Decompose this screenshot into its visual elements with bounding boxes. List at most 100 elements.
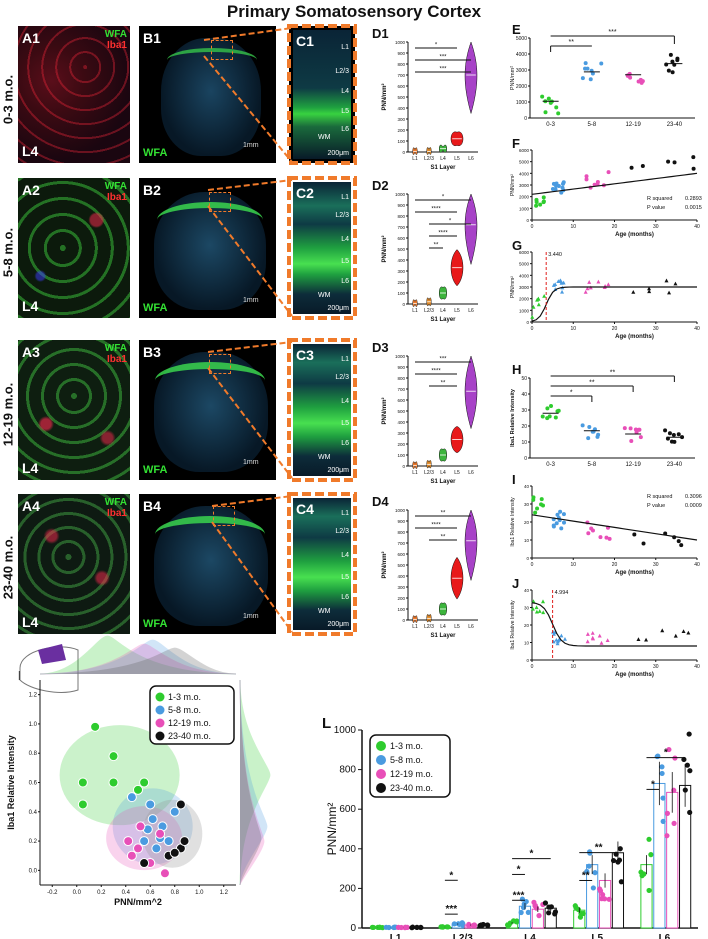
sig-star: *** [439,357,447,363]
i-point [679,543,683,547]
e-point [584,61,588,65]
zoom-frame [289,26,355,163]
d-y-tick-label: 1000 [395,192,406,197]
l-legend-label: 1-3 m.o. [390,741,423,751]
f-r2-value: 0.2893 [685,196,702,202]
h-point [549,404,553,408]
e-point [585,67,589,71]
d-y-label: PNN/mm² [381,235,388,262]
sig-star: ** [434,243,439,249]
zoom-connector-line [204,56,292,162]
j-y-tick-label: 10 [524,641,530,646]
g-x-tick-label: 20 [612,326,618,332]
d-y-tick-label: 400 [397,574,405,579]
i-x-label: Age (months) [615,570,654,576]
l-sig-star: * [517,864,521,875]
f-y-tick-label: 1000 [519,206,530,211]
zoom-connector-line [212,522,292,632]
l-point [536,913,541,918]
l-point [611,858,616,863]
i-x-tick-label: 10 [570,562,576,568]
d-x-tick-label: L5 [454,308,460,314]
f-point [673,160,677,164]
h-point [672,433,676,437]
f-y-tick-label: 3000 [519,183,530,188]
k-y-tick-label: 0.0 [29,868,38,874]
l-x-tick-label: L2/3 [453,933,473,939]
f-point [596,180,600,184]
g-y-label: PNN/mm² [510,276,516,298]
h-sig-star: ** [589,380,595,387]
l-point [549,904,554,909]
panel-label-d: D4 [372,494,389,509]
d-y-tick-label: 300 [397,269,405,274]
g-y-tick-label: 5000 [519,262,530,267]
j-x-tick-label: 10 [570,664,576,670]
k-point [140,859,149,868]
k-point [156,829,165,838]
d-y-tick-label: 500 [397,409,405,414]
e-y-tick-label: 4000 [516,52,527,58]
panel-label-e: E [512,22,521,37]
f-y-tick-label: 6000 [519,148,530,153]
k-point [140,778,149,787]
k-point [134,844,143,853]
j-point [535,610,539,614]
g-point [560,290,564,294]
d-x-tick-label: L4 [440,156,446,162]
f-y-label: PNN/mm² [510,174,516,196]
k-legend-marker [156,693,165,702]
k-legend-label: 5-8 m.o. [168,705,201,715]
i-point [531,498,535,502]
f-pv-label: P value [647,205,665,211]
d-y-tick-label: 300 [397,585,405,590]
k-point [134,785,143,794]
l-y-tick-label: 600 [339,804,356,815]
k-x-tick-label: 1.0 [195,890,204,896]
d-y-tick-label: 1000 [395,354,406,359]
i-point [632,532,636,536]
e-point [554,105,558,109]
l-point [578,915,583,920]
i-fit-line [532,515,697,540]
g-point [631,290,635,294]
i-point [540,497,544,501]
h-y-label: Iba1 Relative Intensity [510,388,516,447]
e-x-tick-label: 0-3 [546,122,555,128]
k-legend-marker [156,732,165,741]
k-point [148,815,157,824]
k-y-tick-label: 0.4 [29,810,38,816]
g-y-tick-label: 1000 [519,308,530,313]
k-point [109,752,118,761]
k-legend-marker [156,719,165,728]
j-y-tick-label: 20 [524,623,530,628]
k-legend-label: 23-40 m.o. [168,731,211,741]
k-point [170,807,179,816]
k-y-tick-label: 0.2 [29,839,38,845]
l-y-tick-label: 0 [350,923,356,934]
i-x-tick-label: 0 [531,562,534,568]
h-point [629,426,633,430]
l-sig-star: ** [582,870,590,881]
k-legend-label: 12-19 m.o. [168,718,211,728]
l-point [659,771,664,776]
f-point [554,184,558,188]
zoom-connector-line [208,368,292,478]
h-y-tick-label: 30 [521,408,527,414]
d-x-tick-label: L1 [412,624,418,630]
k-point [152,844,161,853]
l-point [599,896,604,901]
l-point [485,922,490,927]
g-point [665,279,669,283]
l-sig-star: *** [445,904,457,915]
e-point [667,69,671,73]
h-point [554,416,558,420]
h-sig-star: ** [610,370,616,377]
f-point [561,186,565,190]
f-y-tick-label: 4000 [519,171,530,176]
d-y-tick-label: 300 [397,431,405,436]
d-y-tick-label: 200 [397,128,405,133]
d-x-tick-label: L2/3 [424,308,434,314]
d-y-tick-label: 100 [397,453,405,458]
violin-shape [427,147,432,154]
